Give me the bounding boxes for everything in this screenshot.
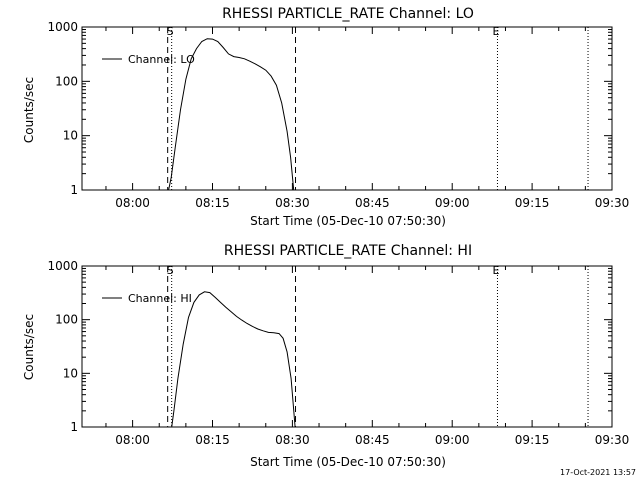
x-tick-label: 09:15 [515,196,550,210]
x-axis-label: Start Time (05-Dec-10 07:50:30) [250,214,446,228]
legend-entry-label: Channel: LO [128,53,195,66]
y-tick-label: 10 [63,129,78,143]
x-tick-label: 08:30 [275,196,310,210]
y-tick-label: 100 [55,74,78,88]
x-tick-label: 09:00 [435,196,470,210]
plot-frame [81,265,613,428]
y-tick-label: 100 [55,313,78,327]
plot-frame [81,26,613,191]
panel-title: RHESSI PARTICLE_RATE Channel: HI [224,243,472,259]
x-tick-label: 09:30 [595,196,630,210]
x-tick-label: 08:15 [195,433,230,447]
x-tick-label: 08:45 [355,433,390,447]
x-tick-label: 08:30 [275,433,310,447]
x-axis-label: Start Time (05-Dec-10 07:50:30) [250,455,446,469]
x-tick-label: 08:00 [115,196,150,210]
series-line [171,291,296,428]
marker-s: S [167,25,174,38]
plot-area: 08:00 08:15 08:30 08:45 09:00 09:15 09:30 1 10 10… [47,20,629,210]
y-tick-label: 10 [63,366,78,380]
hi-channel-panel: RHESSI PARTICLE_RATE Channel: HI Counts/… [22,243,629,469]
x-tick-label: 08:00 [115,433,150,447]
y-tick-label: 1 [70,420,78,434]
y-tick-label: 1000 [47,259,78,273]
marker-e: E [492,264,499,277]
lo-channel-panel: RHESSI PARTICLE_RATE Channel: LO Counts/… [22,6,629,228]
series-line [168,38,295,191]
x-tick-label: 08:15 [195,196,230,210]
x-tick-label: 09:15 [515,433,550,447]
y-axis-label: Counts/sec [22,314,36,380]
x-tick-label: 09:30 [595,433,630,447]
y-tick-label: 1 [70,183,78,197]
y-axis-label: Counts/sec [22,77,36,143]
y-tick-label: 1000 [47,20,78,34]
marker-e: E [492,25,499,38]
legend-entry-label: Channel: HI [128,292,192,305]
x-tick-label: 09:00 [435,433,470,447]
generation-timestamp: 17-Oct-2021 13:57 [560,468,636,477]
marker-s: S [167,264,174,277]
plot-area: 08:00 08:15 08:30 08:45 09:00 09:15 09:30 1 10 10… [47,259,629,447]
x-tick-label: 08:45 [355,196,390,210]
panel-title: RHESSI PARTICLE_RATE Channel: LO [222,6,474,22]
